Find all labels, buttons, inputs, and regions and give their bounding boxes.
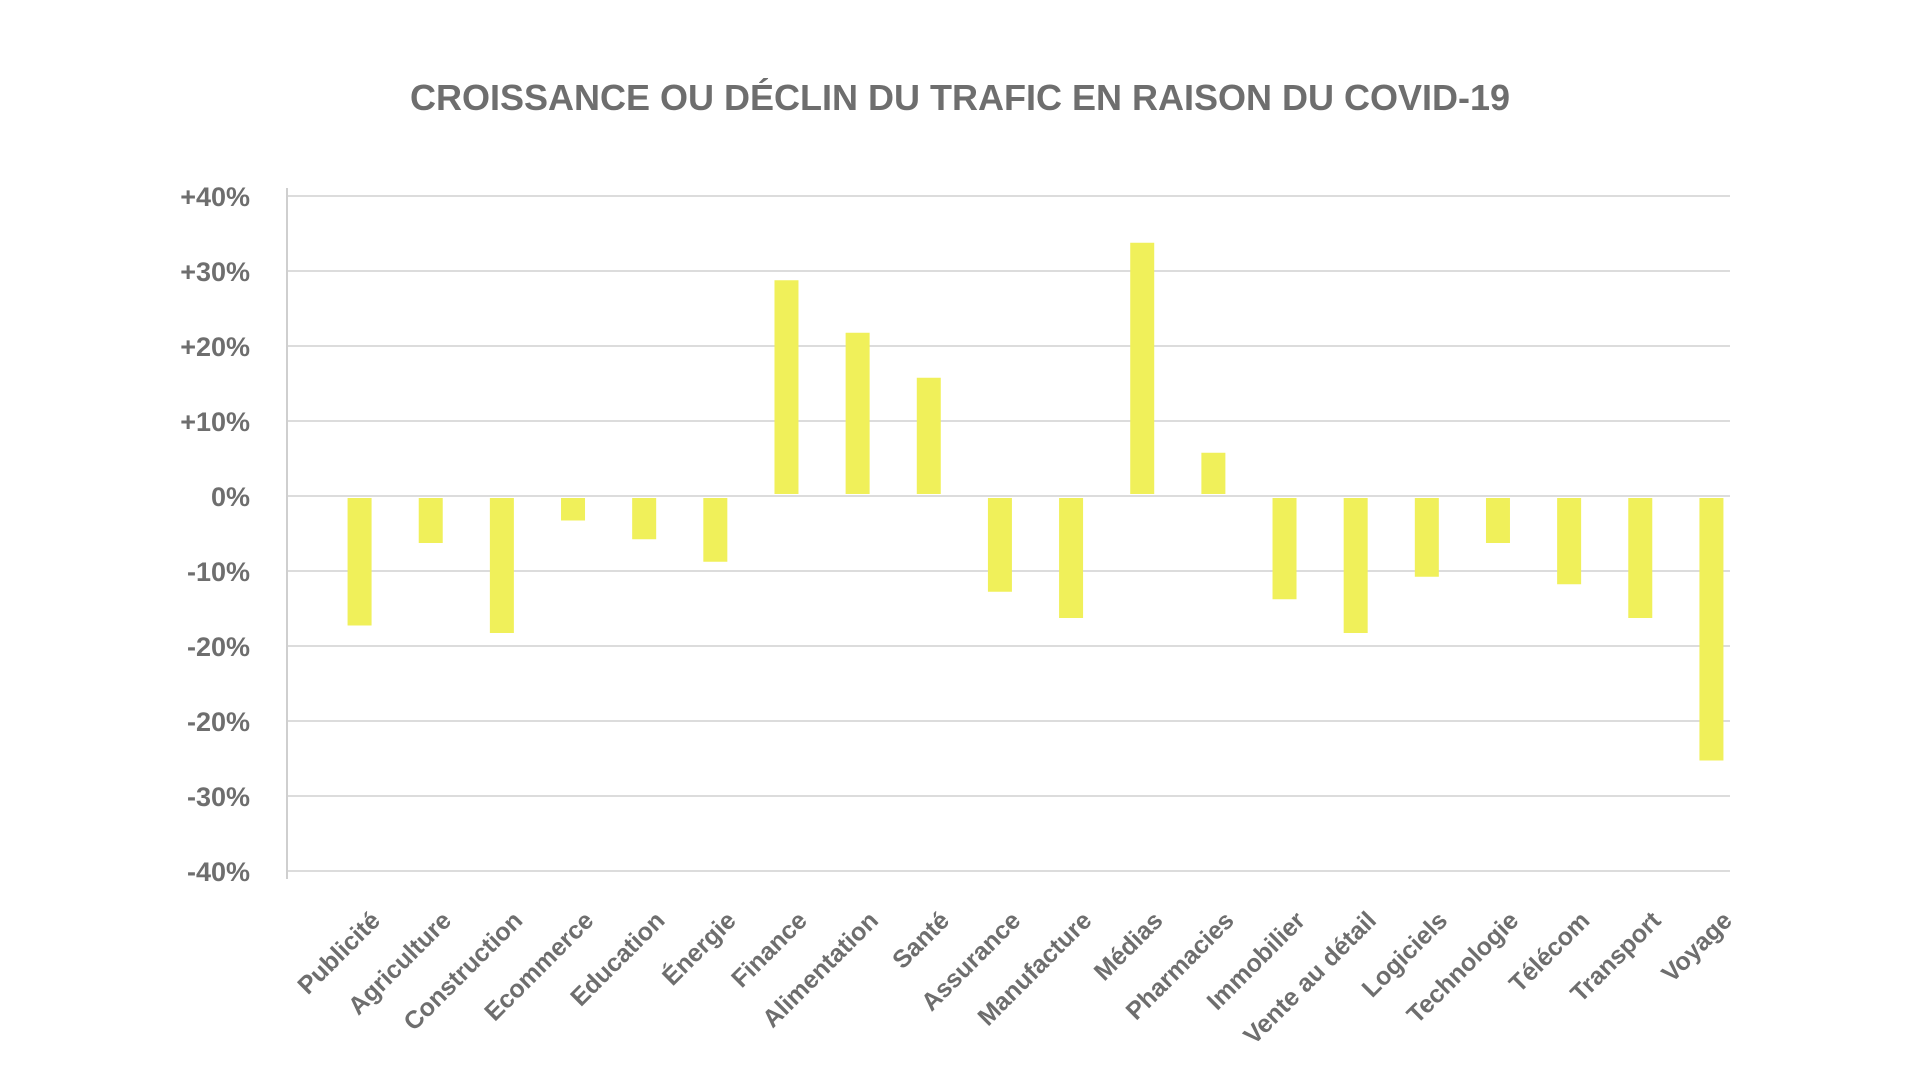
bar (703, 498, 728, 562)
y-axis: +40% +30% +20% +10% 0% -10% -20% -20% -30% -40% (180, 182, 250, 887)
bar (987, 498, 1012, 592)
bar (561, 498, 586, 521)
bars (347, 242, 1724, 761)
chart-title: CROISSANCE OU DÉCLIN DU TRAFIC EN RAISON… (410, 77, 1510, 118)
bar (632, 498, 657, 540)
y-tick-label: -10% (187, 557, 250, 587)
y-tick-label: -30% (187, 782, 250, 812)
bar (1628, 498, 1653, 618)
bar (1699, 498, 1724, 761)
bar (1059, 498, 1084, 618)
y-tick-label: -20% (187, 632, 250, 662)
x-axis: PublicitéAgricultureConstructionEcommerc… (292, 906, 1737, 1050)
bar (774, 280, 799, 494)
x-tick-label: Voyage (1656, 906, 1737, 987)
y-tick-label: 0% (211, 482, 250, 512)
bar (1343, 498, 1368, 633)
y-tick-label: -20% (187, 707, 250, 737)
y-tick-label: -40% (187, 857, 250, 887)
bar (1272, 498, 1297, 600)
bar (1414, 498, 1439, 577)
bar (1130, 242, 1155, 494)
bar (1201, 452, 1226, 494)
bar (489, 498, 514, 633)
bar (916, 377, 941, 494)
bar (845, 332, 870, 494)
bar (1485, 498, 1510, 543)
y-tick-label: +30% (180, 257, 250, 287)
bar (418, 498, 443, 543)
y-tick-label: +40% (180, 182, 250, 212)
bar (347, 498, 372, 626)
x-tick-label: Énergie (656, 906, 741, 991)
y-tick-label: +20% (180, 332, 250, 362)
y-tick-label: +10% (180, 407, 250, 437)
bar (1557, 498, 1582, 585)
x-tick-label: Santé (887, 906, 955, 974)
